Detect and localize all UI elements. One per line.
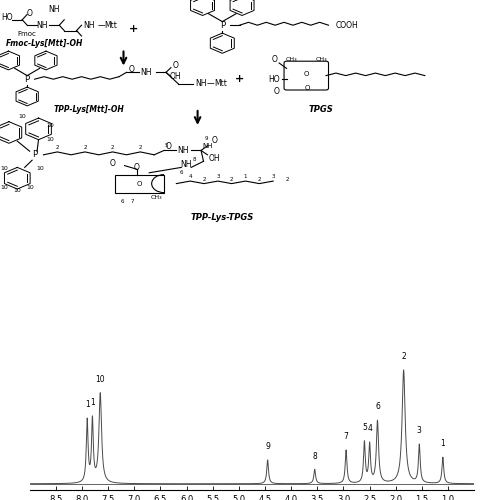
Text: NH: NH: [202, 143, 213, 149]
Text: O: O: [109, 160, 115, 168]
Text: 9: 9: [204, 136, 208, 141]
Text: TPGS: TPGS: [309, 106, 333, 114]
Text: 1: 1: [244, 174, 247, 180]
Text: P: P: [220, 20, 225, 30]
Text: O: O: [137, 180, 142, 186]
Text: NH: NH: [140, 68, 152, 77]
Text: COOH: COOH: [336, 20, 359, 30]
Text: O: O: [27, 9, 33, 18]
Text: NH: NH: [83, 20, 95, 30]
Text: 6: 6: [179, 170, 183, 174]
Text: O: O: [128, 65, 134, 74]
Text: O: O: [271, 55, 277, 64]
Text: OH: OH: [170, 72, 182, 81]
Text: 10: 10: [0, 166, 8, 171]
Text: 8: 8: [193, 156, 197, 162]
Text: Mtt: Mtt: [214, 80, 227, 88]
Text: 2: 2: [111, 145, 115, 150]
Text: 7: 7: [130, 199, 134, 204]
Text: 10: 10: [27, 186, 35, 190]
Text: OH: OH: [208, 154, 220, 163]
Text: NH: NH: [48, 4, 60, 14]
Text: 9: 9: [265, 442, 270, 451]
Text: CH₃: CH₃: [151, 195, 163, 200]
Bar: [115, 174, 164, 192]
Text: NH: NH: [177, 146, 189, 155]
Text: +: +: [129, 24, 138, 34]
Text: 4: 4: [188, 174, 192, 180]
Text: NH: NH: [180, 160, 192, 170]
Text: 1: 1: [90, 398, 95, 407]
Text: CH₃: CH₃: [315, 57, 327, 62]
Text: NH: NH: [195, 80, 206, 88]
Text: 6: 6: [120, 199, 124, 204]
Text: O: O: [274, 88, 280, 96]
Text: 2: 2: [230, 177, 234, 182]
Text: —: —: [206, 80, 214, 88]
Text: Fmoc-Lys[Mtt]-OH: Fmoc-Lys[Mtt]-OH: [6, 40, 83, 48]
Text: P: P: [25, 74, 30, 84]
Text: O: O: [134, 163, 140, 172]
Text: 5: 5: [165, 144, 168, 148]
Text: —: —: [97, 20, 105, 30]
Text: 3: 3: [271, 174, 275, 180]
Text: 10: 10: [0, 186, 8, 190]
Text: 10: 10: [46, 137, 54, 142]
Text: 10: 10: [46, 123, 54, 128]
Text: 2: 2: [202, 177, 206, 182]
Text: 10: 10: [37, 166, 44, 171]
Text: 2: 2: [285, 177, 289, 182]
Text: 10: 10: [13, 188, 21, 192]
Text: P: P: [32, 150, 37, 160]
Text: O: O: [305, 85, 310, 91]
Text: NH: NH: [36, 20, 48, 30]
Text: 8: 8: [312, 452, 317, 460]
Text: 1: 1: [85, 400, 89, 409]
Text: 5: 5: [362, 423, 367, 432]
Text: O: O: [304, 71, 309, 77]
Text: 10: 10: [18, 114, 26, 119]
Text: 7: 7: [344, 432, 349, 441]
Text: Mtt: Mtt: [105, 20, 118, 30]
Text: 3: 3: [417, 426, 422, 436]
Text: O: O: [166, 142, 172, 152]
Text: 2: 2: [83, 145, 87, 150]
Text: Fmoc: Fmoc: [18, 31, 37, 37]
Text: +: +: [235, 74, 244, 84]
Text: 2: 2: [55, 145, 59, 150]
Text: 4: 4: [367, 424, 372, 434]
Text: TPP-Lys-TPGS: TPP-Lys-TPGS: [191, 214, 254, 222]
Text: HO: HO: [268, 74, 280, 84]
Text: TPP: TPP: [288, 0, 305, 1]
Text: 2: 2: [138, 145, 142, 150]
Text: CH₃: CH₃: [286, 57, 297, 62]
Text: HO: HO: [1, 14, 13, 22]
Text: O: O: [173, 62, 179, 70]
Text: TPP-Lys[Mtt]-OH: TPP-Lys[Mtt]-OH: [53, 106, 124, 114]
Text: 6: 6: [375, 402, 380, 411]
Text: O: O: [211, 136, 217, 145]
Text: 2: 2: [257, 177, 261, 182]
Text: 3: 3: [216, 174, 220, 180]
Text: 1: 1: [441, 440, 445, 448]
Text: 2: 2: [401, 352, 406, 361]
Text: 10: 10: [95, 375, 105, 384]
